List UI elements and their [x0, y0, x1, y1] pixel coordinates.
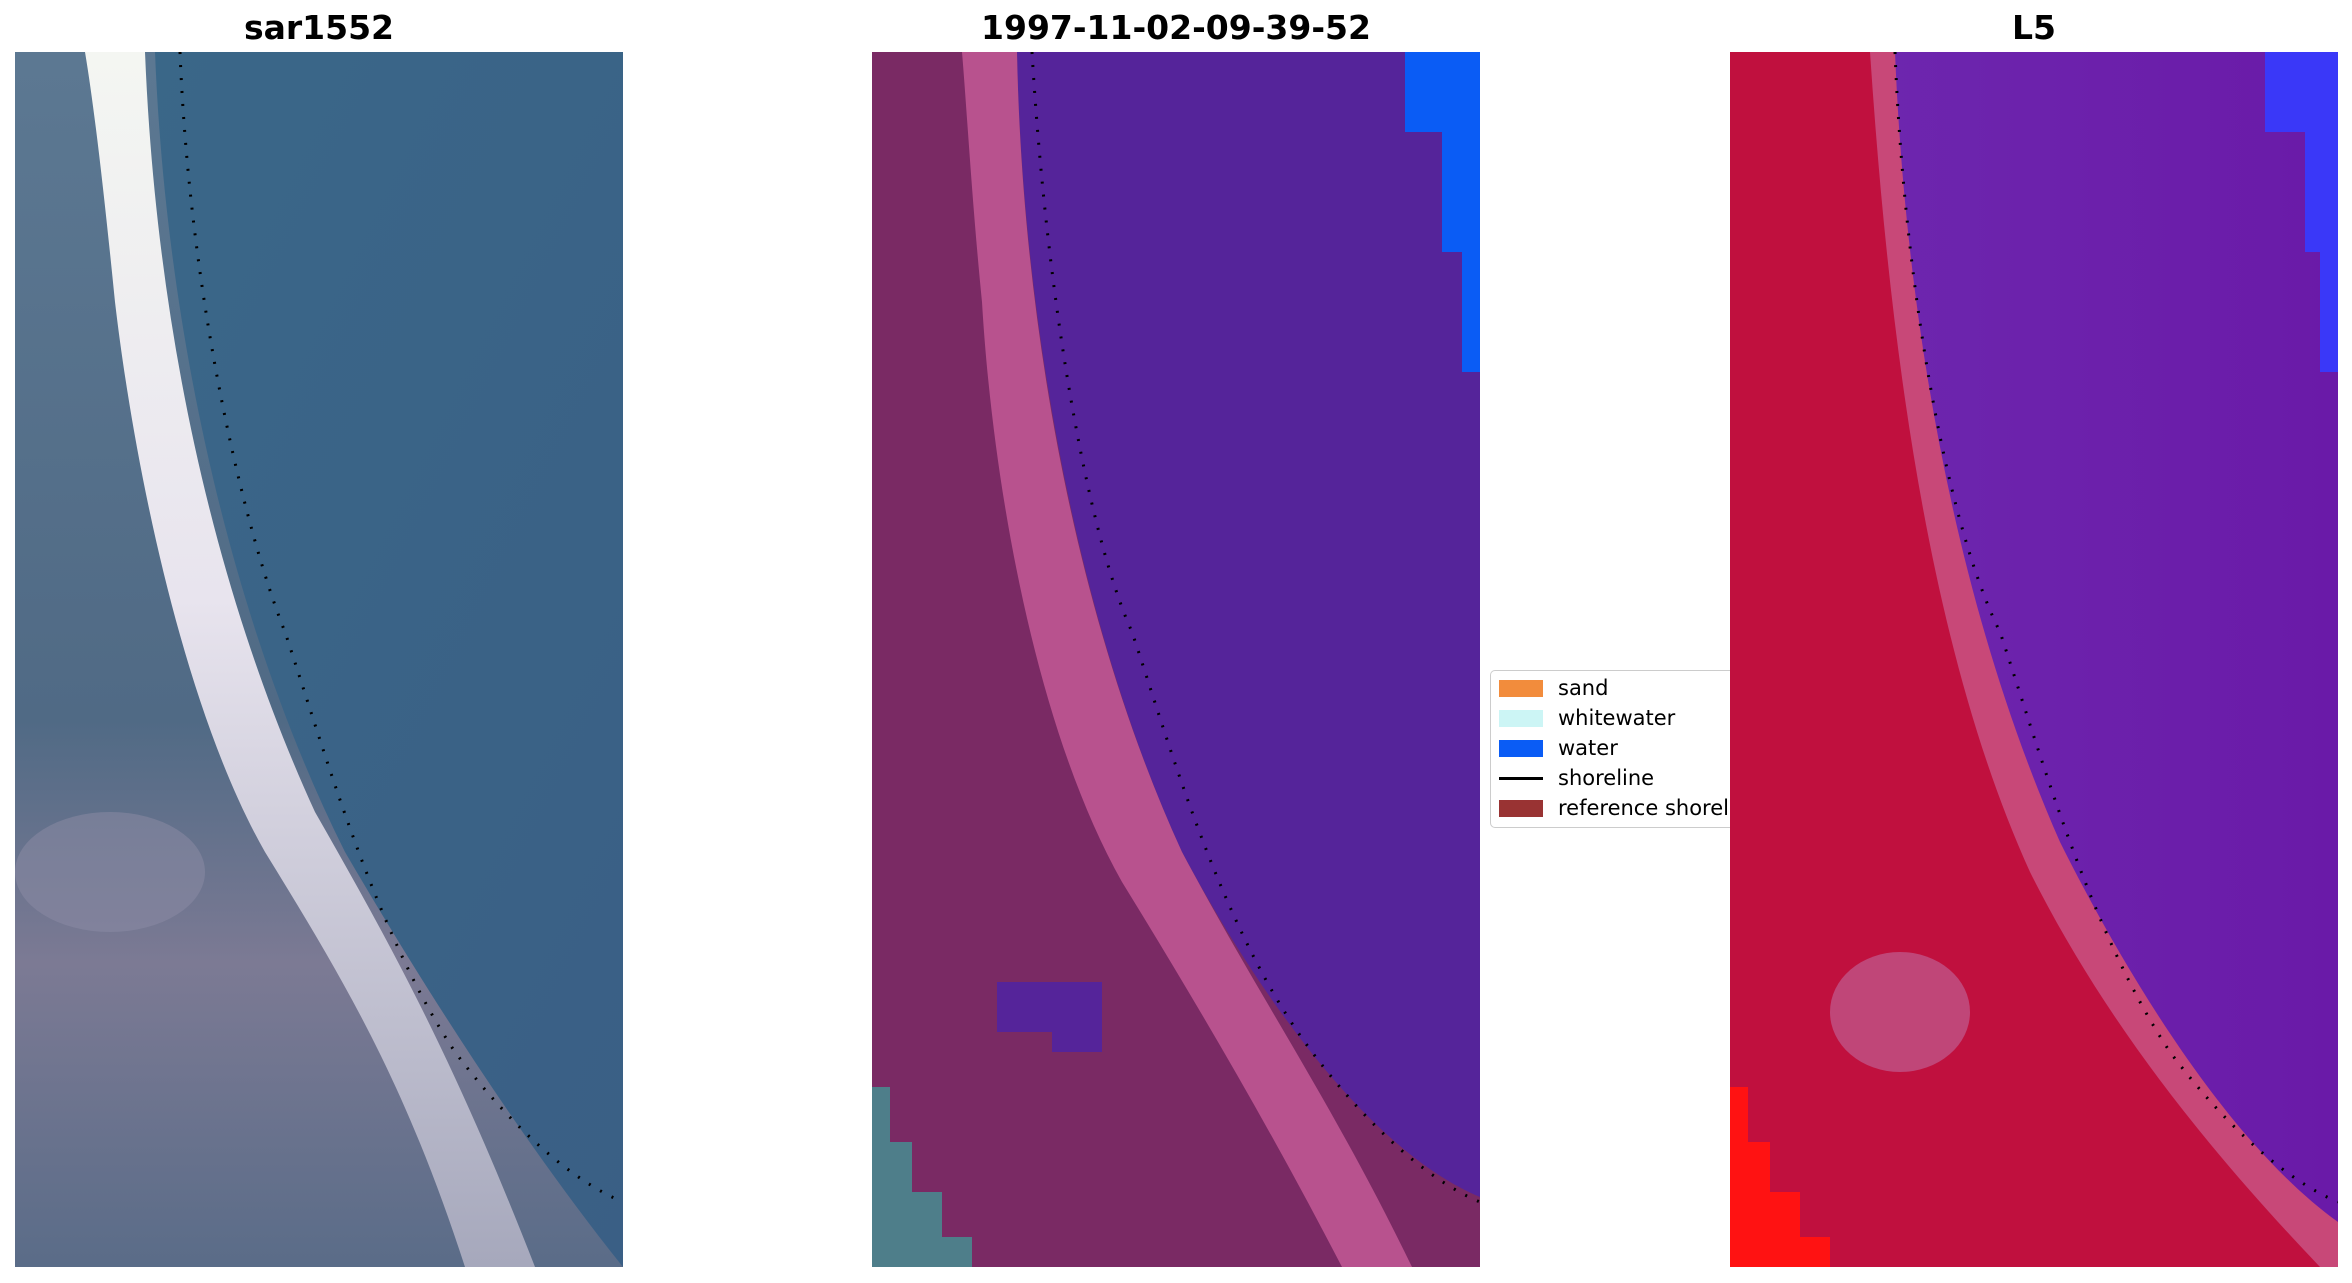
legend-label-sand: sand	[1558, 676, 1609, 700]
class-corner-patch	[872, 1087, 972, 1267]
rgb-sand-patch	[15, 812, 205, 932]
legend: sand whitewater water shoreline referenc…	[1490, 670, 1730, 828]
class-water-blue-patch	[1405, 52, 1480, 372]
legend-line-shoreline	[1499, 776, 1543, 780]
panel-title-index: L5	[2012, 8, 2056, 47]
rgb-image	[15, 52, 623, 1267]
legend-item-water: water	[1499, 734, 1618, 762]
panel-title-rgb: sar1552	[243, 8, 395, 47]
legend-swatch-whitewater	[1499, 709, 1543, 727]
class-shoreline-dots	[1030, 52, 1480, 1204]
legend-label-shoreline: shoreline	[1558, 766, 1655, 790]
legend-swatch-water	[1499, 739, 1543, 757]
classification-image-panel	[872, 52, 1480, 1267]
index-beach-strip	[1870, 52, 2338, 1267]
legend-label-water: water	[1558, 736, 1618, 760]
legend-item-whitewater: whitewater	[1499, 704, 1675, 732]
panel-title-classification: 1997-11-02-09-39-52	[981, 8, 1371, 47]
legend-label-whitewater: whitewater	[1558, 706, 1676, 730]
legend-swatch-reference-shoreline	[1499, 799, 1543, 817]
class-beach-strip	[962, 52, 1412, 1267]
legend-swatch-sand	[1499, 679, 1543, 697]
legend-item-sand: sand	[1499, 674, 1608, 702]
class-inland-water-patch	[997, 982, 1102, 1052]
index-blue-patch	[2265, 52, 2338, 372]
legend-item-shoreline: shoreline	[1499, 764, 1654, 792]
rgb-image-panel	[15, 52, 623, 1267]
index-image	[1730, 52, 2338, 1267]
classification-image	[872, 52, 1480, 1267]
legend-item-reference-shoreline: reference shoreline	[1499, 794, 1730, 822]
rgb-beach-strip	[85, 52, 535, 1267]
index-sand-patch	[1830, 952, 1970, 1072]
index-image-panel	[1730, 52, 2338, 1267]
legend-label-reference-shoreline: reference shoreline	[1558, 796, 1730, 820]
index-red-corner	[1730, 1087, 1830, 1267]
